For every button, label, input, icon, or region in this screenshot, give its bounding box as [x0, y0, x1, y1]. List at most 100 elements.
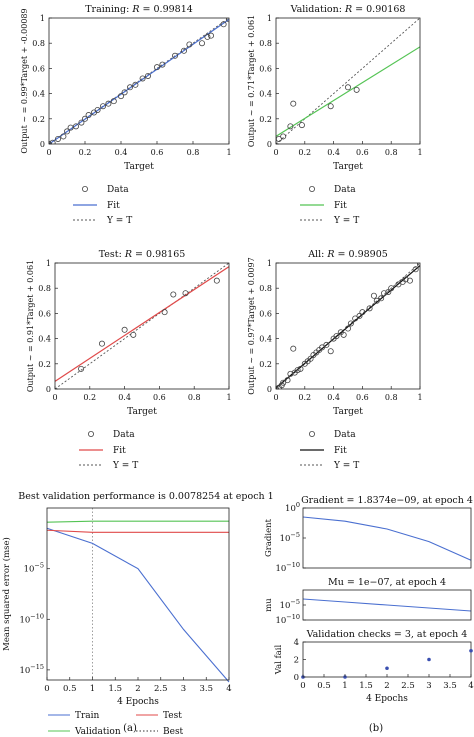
legend-data-label: Data	[107, 185, 129, 195]
x-tick-label: 0.6	[356, 393, 369, 402]
legend-label: Test	[163, 711, 182, 721]
x-tick-label: 0.8	[385, 393, 398, 402]
regression-panel-validation: 00 0.2 0.2 0.4 0.4 0.6 0.6 0.8 0.8 1 1 Validation: …	[247, 4, 423, 226]
data-point	[344, 84, 351, 91]
y-tick-label: 10−15	[19, 663, 44, 676]
data-point	[153, 64, 160, 71]
data-point	[182, 290, 189, 297]
data-point	[64, 128, 71, 135]
regression-panel-all: 00 0.2 0.2 0.4 0.4 0.6 0.6 0.8 0.8 1 1 All: R = 0.9…	[247, 249, 423, 471]
data-point	[73, 123, 80, 130]
axes-frame	[302, 641, 472, 678]
data-point	[340, 331, 347, 338]
data-point	[319, 344, 326, 351]
x-tick-label: 2	[384, 681, 389, 691]
data-point	[290, 345, 297, 352]
fit-line	[49, 18, 229, 144]
series-line-test	[46, 529, 229, 533]
legend-identity-label: Y = T	[333, 216, 359, 226]
panel-title: Validation: R = 0.90168	[290, 4, 406, 15]
legend-identity-label: Y = T	[106, 216, 132, 226]
axes-frame	[48, 17, 230, 145]
title-r-value: = 0.98165	[132, 249, 185, 260]
x-tick-label: 1	[90, 684, 95, 694]
title-r: R	[344, 4, 352, 15]
x-tick-label: 4	[468, 681, 473, 691]
legend-data-marker	[88, 430, 95, 437]
tick-base: 10	[24, 565, 35, 575]
x-tick-label: 0.5	[63, 684, 77, 694]
panel-title: Test: R = 0.98165	[99, 249, 186, 260]
y-tick-label: 0.8	[38, 284, 51, 293]
data-point	[67, 124, 74, 131]
y-tick-label: 0.2	[32, 115, 45, 124]
tick-exponent: −10	[286, 561, 300, 569]
y-tick-label: 0.6	[259, 309, 272, 318]
data-point	[344, 325, 351, 332]
series-line-train	[46, 527, 230, 683]
data-point	[144, 72, 151, 79]
x-tick-label: 0.4	[115, 148, 128, 157]
x-tick-label: 0.6	[151, 148, 164, 157]
title-r: R	[124, 249, 132, 260]
data-point	[100, 103, 107, 110]
x-tick-label: 4	[226, 684, 231, 694]
y-tick-label: 100	[285, 501, 300, 514]
data-point	[78, 119, 85, 126]
legend-data-label: Data	[334, 430, 356, 440]
y-tick-label: 1	[46, 259, 51, 268]
data-point	[373, 297, 380, 304]
legend-identity-label: Y = T	[112, 461, 138, 471]
tick-base: 10	[280, 601, 291, 611]
axes-frame	[275, 17, 421, 145]
y-tick-label: 0.8	[259, 284, 272, 293]
y-tick-label: 0.2	[38, 360, 51, 369]
legend-fit-label: Fit	[334, 201, 347, 211]
data-point	[130, 331, 137, 338]
title-prefix: All:	[307, 249, 327, 260]
data-point	[352, 315, 359, 322]
x-tick-label: 1	[417, 393, 422, 402]
legend-label: Validation	[74, 727, 121, 737]
mu-line	[302, 598, 472, 612]
val-fail-point	[385, 666, 389, 671]
title-r-value: = 0.98905	[335, 249, 388, 260]
x-tick-label: 0.6	[153, 393, 166, 402]
y-tick-label: 1	[267, 259, 272, 268]
x-tick-label: 0.8	[187, 148, 200, 157]
y-tick-label: 10−10	[19, 612, 44, 625]
tick-exponent: −10	[30, 612, 44, 620]
data-point	[204, 33, 211, 40]
data-point	[121, 326, 128, 333]
legend-data-label: Data	[334, 185, 356, 195]
data-point	[323, 341, 330, 348]
x-tick-label: 2.5	[154, 684, 168, 694]
x-tick-label: 0.8	[188, 393, 201, 402]
data-point	[412, 266, 419, 273]
y-tick-label: 4	[294, 638, 299, 648]
y-tick-label: 1	[40, 14, 45, 23]
data-point	[49, 139, 56, 144]
legend-fit-label: Fit	[334, 446, 347, 456]
data-point	[139, 75, 146, 82]
data-point	[297, 365, 304, 372]
regression-panel-training: 00 0.2 0.2 0.4 0.4 0.6 0.6 0.8 0.8 1 1 Training: R …	[20, 4, 232, 226]
series-line-validation	[46, 520, 229, 523]
data-point	[327, 348, 334, 355]
panel-title: Mu = 1e−07, at epoch 4	[328, 577, 446, 588]
x-tick-label: 0	[300, 681, 305, 691]
y-axis-label: Gradient	[264, 518, 274, 557]
axes-frame	[302, 507, 472, 569]
y-axis-label: Output ~ = 0.71*Target + 0.061	[247, 15, 256, 147]
data-point	[280, 379, 287, 386]
tick-exponent: −15	[30, 663, 44, 671]
data-point	[418, 263, 420, 264]
data-point	[388, 285, 395, 292]
legend-label: Best	[163, 727, 184, 737]
y-tick-label: 10−5	[280, 598, 300, 611]
data-point	[207, 32, 214, 39]
x-tick-label: 0	[273, 148, 278, 157]
x-tick-label: 1	[417, 148, 422, 157]
